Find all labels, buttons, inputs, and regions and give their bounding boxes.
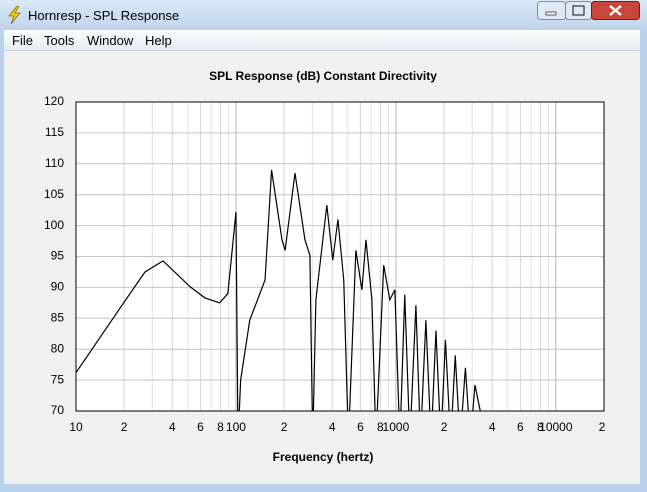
x-tick-label: 10 [69, 420, 83, 434]
x-tick-label: 4 [329, 420, 336, 434]
x-tick-label: 4 [169, 420, 176, 434]
y-tick-label: 75 [51, 372, 65, 386]
window-buttons [537, 1, 640, 20]
x-tick-label: 100 [226, 420, 246, 434]
menu-item[interactable]: Tools [44, 33, 75, 48]
x-tick-label: 2 [441, 420, 448, 434]
x-tick-label: 6 [517, 420, 524, 434]
maximize-button[interactable] [565, 1, 592, 20]
client-area: SPL Response (dB) Constant Directivity F… [4, 51, 640, 484]
x-tick-label: 6 [357, 420, 364, 434]
spl-curve [76, 169, 481, 411]
y-tick-label: 110 [45, 156, 64, 170]
x-tick-label: 1000 [383, 420, 410, 434]
x-tick-label: 2 [281, 420, 288, 434]
x-axis-label: Frequency (hertz) [273, 450, 374, 464]
maximize-icon [572, 5, 585, 16]
close-icon [609, 5, 622, 16]
y-tick-label: 70 [51, 403, 65, 417]
minimize-button[interactable] [537, 1, 566, 20]
x-tick-label: 4 [489, 420, 496, 434]
plot-border [75, 101, 605, 412]
y-tick-label: 80 [51, 341, 65, 355]
minimize-icon [545, 11, 557, 16]
x-tick-label: 8 [377, 420, 384, 434]
menu-item[interactable]: File [12, 33, 33, 48]
y-tick-label: 95 [51, 249, 65, 263]
x-tick-label: 10000 [539, 420, 573, 434]
x-tick-label: 2 [599, 420, 606, 434]
y-tick-label: 120 [44, 94, 64, 108]
x-tick-label: 6 [197, 420, 204, 434]
y-tick-label: 115 [45, 125, 64, 139]
chart-title: SPL Response (dB) Constant Directivity [209, 69, 437, 83]
y-tick-label: 100 [44, 218, 64, 232]
y-tick-label: 105 [44, 187, 64, 201]
x-tick-label: 2 [121, 420, 128, 434]
app-icon [8, 6, 21, 24]
y-tick-label: 90 [51, 280, 65, 294]
menu-item[interactable]: Window [87, 33, 134, 48]
title-bar: Hornresp - SPL Response [0, 0, 647, 30]
menu-item[interactable]: Help [145, 33, 172, 48]
chart: SPL Response (dB) Constant Directivity F… [44, 69, 606, 464]
window-title: Hornresp - SPL Response [28, 8, 180, 23]
menu-bar: File Tools Window Help [4, 30, 640, 51]
y-tick-label: 85 [51, 310, 65, 324]
x-tick-label: 8 [537, 420, 544, 434]
x-tick-label: 8 [217, 420, 224, 434]
